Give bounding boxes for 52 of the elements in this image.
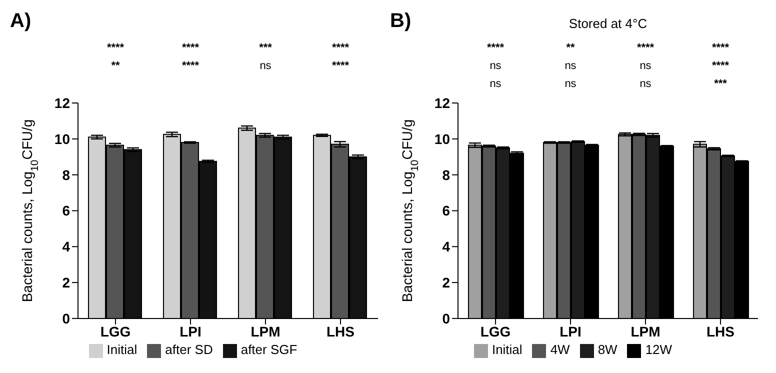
text: **** bbox=[180, 60, 200, 72]
x-tick-label: LGG bbox=[480, 323, 511, 340]
y-tick-label: 0 bbox=[62, 310, 70, 326]
text: ** bbox=[565, 42, 576, 54]
y-tick-label: 6 bbox=[442, 202, 450, 219]
y-tick-label: 8 bbox=[442, 166, 450, 183]
text: **** bbox=[106, 42, 126, 54]
y-tick-label: 4 bbox=[62, 238, 70, 255]
legend-label: Initial bbox=[106, 342, 138, 358]
y-tick-label: 12 bbox=[434, 94, 450, 111]
legend-label: 8W bbox=[598, 342, 618, 358]
text: **** bbox=[180, 42, 200, 54]
text: ns bbox=[638, 78, 652, 90]
y-tick-label: 12 bbox=[54, 94, 70, 111]
x-tick-label: LPM bbox=[250, 323, 280, 340]
text: ns bbox=[258, 60, 272, 72]
y-tick-label: 4 bbox=[442, 238, 450, 255]
text: *** bbox=[713, 78, 728, 90]
text: **** bbox=[330, 42, 350, 54]
text: **** bbox=[710, 42, 730, 54]
legend-label: Initial bbox=[492, 342, 522, 358]
chart-subtitle: Stored at 4°C bbox=[568, 16, 648, 31]
chart-title: B) bbox=[390, 10, 412, 33]
text: **** bbox=[486, 42, 506, 54]
text: ns bbox=[638, 60, 652, 72]
legend-label: after SD bbox=[165, 342, 213, 358]
y-tick-label: 6 bbox=[62, 202, 70, 219]
x-tick-label: LHS bbox=[326, 323, 354, 340]
y-tick-label: 0 bbox=[442, 310, 450, 326]
text: **** bbox=[330, 60, 350, 72]
x-tick-label: LPI bbox=[560, 323, 582, 340]
x-tick-label: LHS bbox=[706, 323, 734, 340]
text: ns bbox=[564, 78, 578, 90]
y-tick-label: 10 bbox=[434, 130, 450, 147]
text: **** bbox=[636, 42, 656, 54]
text: **** bbox=[710, 60, 730, 72]
y-tick-label: 2 bbox=[442, 274, 450, 290]
x-tick-label: LPM bbox=[630, 323, 660, 340]
y-tick-label: 8 bbox=[62, 166, 70, 183]
legend-label: 12W bbox=[645, 342, 672, 358]
x-tick-label: LPI bbox=[180, 323, 202, 340]
y-tick-label: 2 bbox=[62, 274, 70, 290]
legend-label: 4W bbox=[550, 342, 570, 358]
text: ns bbox=[564, 60, 578, 72]
y-tick-label: 10 bbox=[54, 130, 70, 147]
legend-label: after SGF bbox=[240, 342, 298, 358]
text: ns bbox=[488, 60, 502, 72]
chart-title: A) bbox=[10, 10, 32, 33]
text: *** bbox=[258, 42, 273, 54]
x-tick-label: LGG bbox=[100, 323, 131, 340]
text: ** bbox=[110, 60, 121, 72]
text: ns bbox=[488, 78, 502, 90]
